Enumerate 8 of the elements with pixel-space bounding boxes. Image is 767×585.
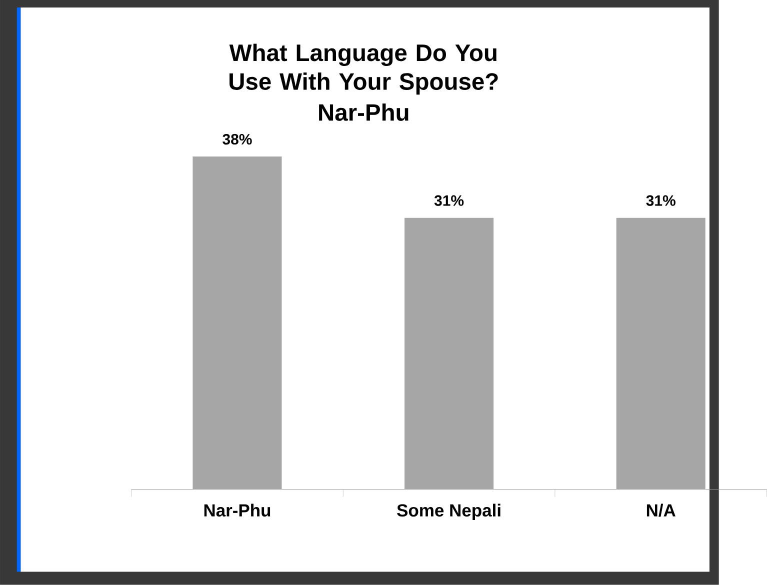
- chart-title: What Language Do You Use With Your Spouse?: [229, 44, 498, 95]
- x-tick-label: Nar-Phu: [204, 504, 270, 517]
- chart-subtitle: Nar-Phu: [319, 104, 408, 122]
- data-label: 31%: [434, 195, 464, 206]
- x-tick-label: N/A: [646, 504, 676, 517]
- data-label: 31%: [646, 195, 676, 206]
- x-tick-label: Some Nepali: [397, 504, 500, 520]
- data-label: 38%: [222, 134, 252, 145]
